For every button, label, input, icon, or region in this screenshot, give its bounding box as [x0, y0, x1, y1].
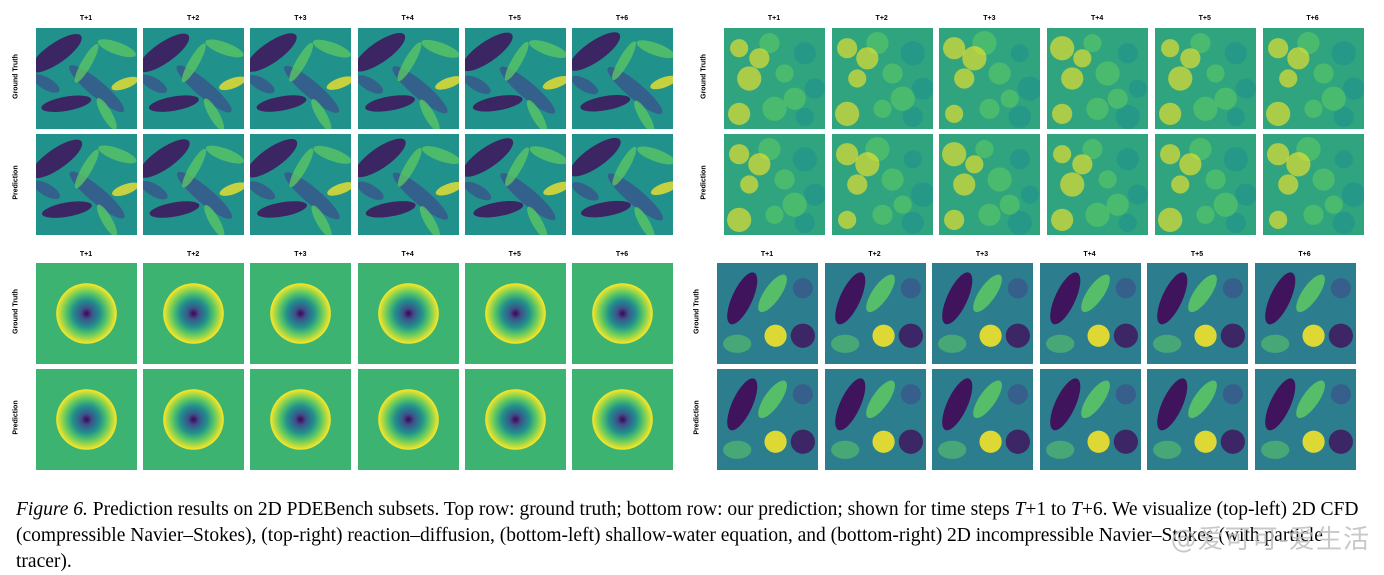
field-image: [143, 134, 245, 235]
time-step-label: T+3: [983, 15, 996, 22]
field-image: [464, 369, 566, 470]
caption-text-1: Prediction results on 2D PDEBench subset…: [87, 498, 1015, 520]
field-image: [1147, 263, 1248, 364]
time-step-label: T+2: [187, 251, 200, 258]
row-label: Ground Truth: [12, 289, 20, 334]
field-image: [464, 134, 566, 235]
field-image: [939, 134, 1041, 235]
field-image: [724, 28, 825, 129]
caption-math-1: T: [1014, 498, 1026, 520]
field-image: [824, 263, 926, 364]
time-step-label: T+6: [1306, 15, 1319, 22]
time-step-label: T+5: [1198, 15, 1211, 22]
time-step-label: T+6: [1298, 251, 1311, 258]
caption-text-2: +1 to: [1025, 498, 1071, 520]
row-label: Ground Truth: [693, 289, 701, 334]
field-image: [572, 369, 673, 470]
field-image: [831, 134, 933, 235]
field-image: [724, 134, 825, 235]
time-step-label: T+4: [401, 15, 414, 22]
row-label: Prediction: [700, 165, 708, 200]
field-image: [36, 134, 137, 235]
row-label: Prediction: [12, 165, 20, 200]
field-image: [1254, 263, 1356, 364]
field-image: [717, 369, 818, 470]
time-step-label: T+1: [767, 15, 781, 22]
field-image: [831, 28, 933, 129]
field-image: [1254, 369, 1356, 470]
field-image: [36, 263, 137, 364]
field-image: [824, 369, 926, 470]
figure-label: Figure 6.: [16, 498, 88, 520]
row-label: Ground Truth: [700, 54, 708, 99]
field-image: [572, 134, 673, 235]
field-image: [250, 134, 352, 235]
field-image: [1262, 134, 1364, 235]
field-image: [932, 263, 1033, 364]
field-image: [1047, 28, 1149, 129]
time-step-label: T+2: [187, 15, 200, 22]
field-image: [1039, 369, 1141, 470]
row-label: Prediction: [12, 400, 20, 435]
time-step-label: T+3: [294, 251, 307, 258]
figure-caption: Figure 6. Prediction results on 2D PDEBe…: [16, 497, 1372, 575]
field-image: [1039, 263, 1141, 364]
time-step-label: T+2: [875, 15, 888, 22]
time-step-label: T+5: [508, 15, 521, 22]
watermark: @爱可可-爱生活: [1170, 525, 1370, 555]
time-step-label: T+3: [294, 15, 307, 22]
field-image: [1047, 134, 1149, 235]
field-image: [464, 263, 566, 364]
time-step-label: T+1: [79, 251, 93, 258]
time-step-label: T+2: [868, 251, 881, 258]
field-image: [572, 263, 673, 364]
time-step-label: T+3: [975, 251, 989, 258]
time-step-label: T+6: [615, 251, 629, 258]
row-label: Ground Truth: [12, 54, 20, 99]
field-image: [1262, 28, 1364, 129]
field-image: [36, 28, 137, 129]
field-image: [143, 28, 245, 129]
field-image: [143, 369, 245, 470]
time-step-label: T+4: [1090, 15, 1104, 22]
time-step-label: T+4: [401, 251, 414, 258]
field-image: [939, 28, 1041, 129]
field-image: [143, 263, 245, 364]
time-step-label: T+5: [1190, 251, 1204, 258]
field-image: [1154, 134, 1256, 235]
field-image: [250, 263, 352, 364]
field-image: [357, 369, 459, 470]
field-image: [717, 263, 818, 364]
caption-math-2: T: [1071, 498, 1082, 520]
field-image: [250, 28, 352, 129]
field-image: [464, 28, 566, 129]
time-step-label: T+1: [79, 15, 93, 22]
time-step-label: T+4: [1083, 251, 1096, 258]
field-image: [572, 28, 673, 129]
field-image: [357, 263, 459, 364]
row-label: Prediction: [693, 400, 701, 435]
field-image: [1154, 28, 1256, 129]
time-step-label: T+1: [760, 251, 774, 258]
field-image: [250, 369, 352, 470]
field-image: [932, 369, 1033, 470]
field-image: [36, 369, 137, 470]
field-image: [357, 134, 459, 235]
time-step-label: T+6: [615, 15, 629, 22]
field-image: [357, 28, 459, 129]
time-step-label: T+5: [508, 251, 521, 258]
field-image: [1147, 369, 1248, 470]
